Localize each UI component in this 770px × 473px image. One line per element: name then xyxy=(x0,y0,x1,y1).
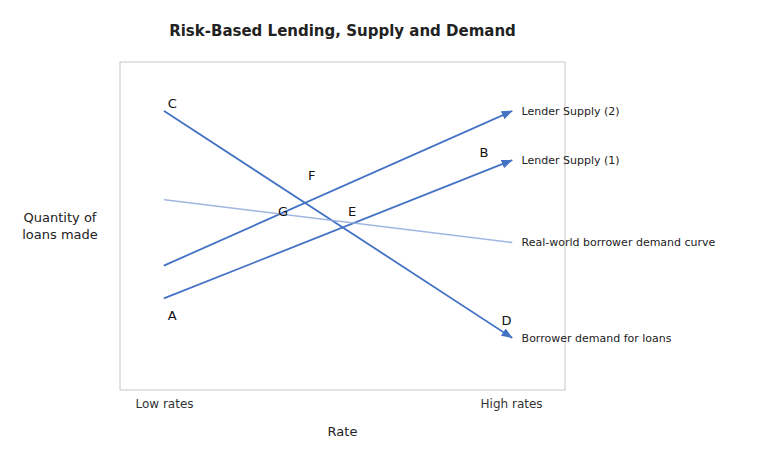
point-label: D xyxy=(501,313,511,328)
point-label: E xyxy=(348,204,356,219)
series-label: Borrower demand for loans xyxy=(522,332,672,345)
chart: Low rates High rates Lender Supply (2) Lend… xyxy=(0,0,770,473)
point-label: F xyxy=(308,168,315,183)
series-group xyxy=(165,111,512,337)
series-line xyxy=(165,111,512,337)
series-label: Lender Supply (1) xyxy=(522,154,620,167)
series-label: Lender Supply (2) xyxy=(522,105,620,118)
point-label: G xyxy=(278,204,288,219)
plot-frame xyxy=(120,62,565,390)
x-axis-label: Rate xyxy=(328,424,358,439)
point-label: B xyxy=(479,145,488,160)
title: Risk-Based Lending, Supply and Demand xyxy=(169,22,516,40)
series-line xyxy=(165,160,512,298)
point-label: C xyxy=(168,96,177,111)
series-label: Real-world borrower demand curve xyxy=(522,236,716,249)
series-line xyxy=(165,200,512,243)
x-tick-label: Low rates xyxy=(135,397,193,411)
point-label: A xyxy=(168,308,177,323)
series-line xyxy=(165,111,512,265)
y-axis-label: Quantity of xyxy=(24,210,97,225)
y-axis-label: loans made xyxy=(22,227,98,242)
x-tick-label: High rates xyxy=(481,397,543,411)
